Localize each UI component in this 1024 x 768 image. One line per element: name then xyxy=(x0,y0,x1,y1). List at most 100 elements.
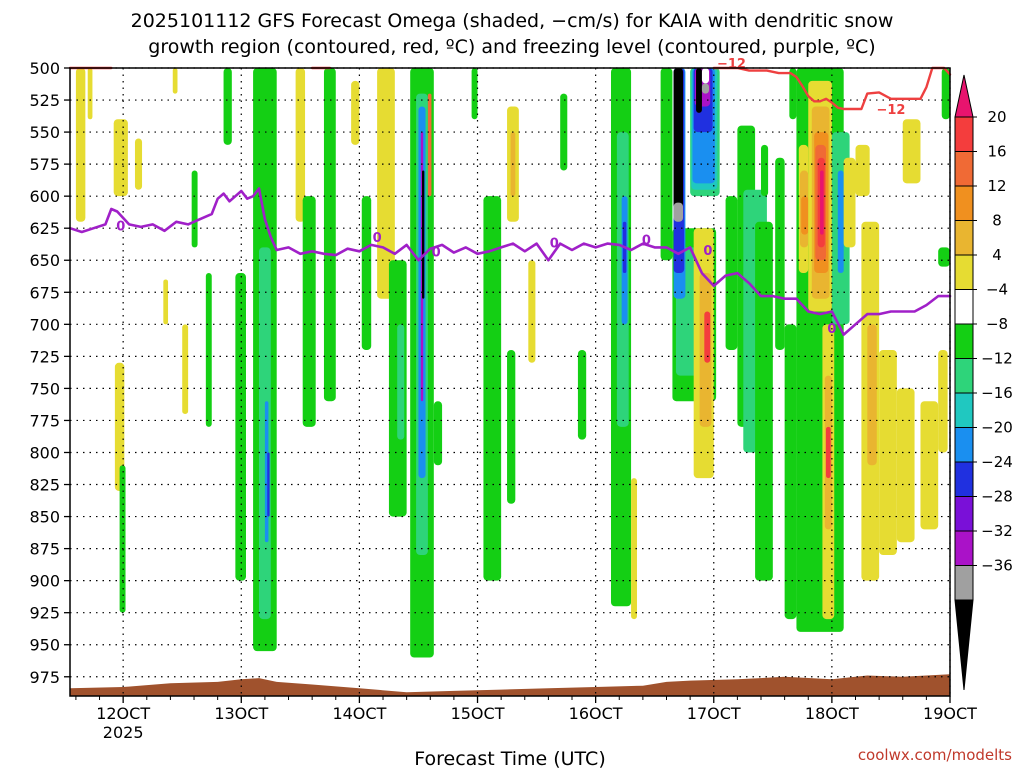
freezing-level-label-4: 0 xyxy=(642,234,651,249)
dgz-label-0: −12 xyxy=(717,57,746,72)
omega-cell-6 xyxy=(163,279,169,325)
omega-cell-93 xyxy=(920,401,939,530)
freezing-level-label-3: 0 xyxy=(550,236,559,251)
y-tick-label-12: 800 xyxy=(29,443,60,462)
freezing-level-label-0: 0 xyxy=(116,220,125,235)
x-tick-label-5: 17OCT xyxy=(687,704,741,723)
omega-cell-69 xyxy=(784,324,797,620)
freezing-level-label-6: 0 xyxy=(827,322,836,337)
omega-cell-8 xyxy=(182,324,189,415)
omega-cell-39 xyxy=(577,349,587,440)
colorbar-swatch-8 xyxy=(954,358,974,394)
colorbar-top-arrow xyxy=(954,74,974,118)
colorbar-swatch-14 xyxy=(954,565,974,601)
omega-cell-51 xyxy=(673,202,684,222)
title-line-2: growth region (contoured, red, ºC) and f… xyxy=(148,36,875,58)
omega-cell-95 xyxy=(938,349,948,453)
colorbar-swatch-13 xyxy=(954,530,974,566)
omega-cell-16 xyxy=(267,452,270,517)
colorbar-swatch-11 xyxy=(954,461,974,497)
y-tick-label-4: 600 xyxy=(29,187,60,206)
omega-cell-85 xyxy=(837,170,844,274)
colorbar-label-10: −24 xyxy=(981,453,1013,471)
colorbar-swatch-4 xyxy=(954,220,974,256)
omega-cell-36 xyxy=(507,349,516,504)
colorbar-label-4: 4 xyxy=(992,246,1002,264)
omega-cell-0 xyxy=(75,68,86,222)
omega-cell-17 xyxy=(295,68,306,222)
colorbar-swatch-3 xyxy=(954,185,974,221)
dgz-contour-2 xyxy=(712,66,952,111)
omega-cell-87 xyxy=(855,144,870,197)
omega-cell-62 xyxy=(704,311,711,363)
terrain-fill xyxy=(70,674,950,696)
omega-cell-80 xyxy=(820,170,824,235)
omega-cell-20 xyxy=(351,80,360,145)
title: 2025101112 GFS Forecast Omega (shaded, −… xyxy=(131,10,894,58)
y-tick-label-19: 975 xyxy=(29,668,60,687)
omega-cell-32 xyxy=(471,68,478,120)
y-tick-label-15: 875 xyxy=(29,540,60,559)
colorbar-swatch-9 xyxy=(954,392,974,428)
omega-cell-4 xyxy=(114,362,125,491)
y-tick-label-1: 525 xyxy=(29,91,60,110)
credit-text: coolwx.com/modelts xyxy=(858,746,1012,764)
colorbar-label-5: −4 xyxy=(986,281,1008,299)
freezing-level-line xyxy=(68,187,952,336)
x-tick-label-6: 18OCT xyxy=(805,704,859,723)
omega-cell-18 xyxy=(302,196,316,427)
x-axis-title: Forecast Time (UTC) xyxy=(414,748,605,768)
y-tick-label-10: 750 xyxy=(29,379,60,398)
omega-cell-45 xyxy=(660,68,673,261)
colorbar-label-6: −8 xyxy=(986,315,1008,333)
colorbar-label-12: −32 xyxy=(981,522,1013,540)
colorbar-swatch-5 xyxy=(954,254,974,290)
omega-cell-94 xyxy=(938,247,950,267)
colorbar-bottom-arrow xyxy=(954,599,974,691)
omega-cell-90 xyxy=(879,349,897,556)
y-tick-label-5: 625 xyxy=(29,219,60,238)
x-tick-label-2: 14OCT xyxy=(332,704,386,723)
omega-shading xyxy=(75,68,950,658)
y-tick-label-6: 650 xyxy=(29,251,60,270)
omega-cell-21 xyxy=(361,196,372,350)
omega-cell-5 xyxy=(119,465,126,613)
contours: 0 0 0 0 0 0 0 −12 −12 xyxy=(68,57,952,337)
colorbar: 20 16 12 8 4 −4 −8 −12 −16 −20 −24 −28 −32 −36 xyxy=(954,74,1013,691)
omega-cell-86 xyxy=(843,157,856,248)
x-tick-label-1: 13OCT xyxy=(214,704,268,723)
y-tick-label-2: 550 xyxy=(29,123,60,142)
colorbar-label-9: −20 xyxy=(981,419,1013,437)
freezing-level-label-2: 0 xyxy=(432,245,441,260)
omega-cell-83 xyxy=(825,426,831,479)
y-tick-label-3: 575 xyxy=(29,155,60,174)
colorbar-swatch-1 xyxy=(954,116,974,152)
omega-cell-70 xyxy=(789,68,797,120)
x-tick-label-3: 15OCT xyxy=(451,704,505,723)
omega-cell-67 xyxy=(761,144,769,197)
omega-cell-66 xyxy=(755,221,773,581)
omega-cell-2 xyxy=(113,119,128,197)
y-tick-label-18: 950 xyxy=(29,636,60,655)
colorbar-label-0: 20 xyxy=(987,108,1006,126)
omega-cell-24 xyxy=(397,324,405,440)
omega-cell-19 xyxy=(323,68,336,402)
y-tick-label-16: 900 xyxy=(29,572,60,591)
y-tick-label-8: 700 xyxy=(29,315,60,334)
omega-cell-7 xyxy=(172,68,178,94)
omega-cell-96 xyxy=(941,68,950,120)
colorbar-label-3: 8 xyxy=(992,212,1002,230)
colorbar-swatch-12 xyxy=(954,496,974,532)
omega-cell-22 xyxy=(377,68,395,299)
colorbar-label-7: −12 xyxy=(981,350,1013,368)
omega-cell-33 xyxy=(483,196,502,581)
omega-cell-9 xyxy=(191,170,198,248)
colorbar-swatch-2 xyxy=(954,151,974,187)
omega-cell-31 xyxy=(433,401,443,466)
omega-cell-29 xyxy=(422,170,425,299)
omega-cell-37 xyxy=(528,260,536,363)
plot-border xyxy=(69,67,951,697)
y-tick-label-13: 825 xyxy=(29,476,60,495)
freezing-level-label-5: 0 xyxy=(703,244,712,259)
